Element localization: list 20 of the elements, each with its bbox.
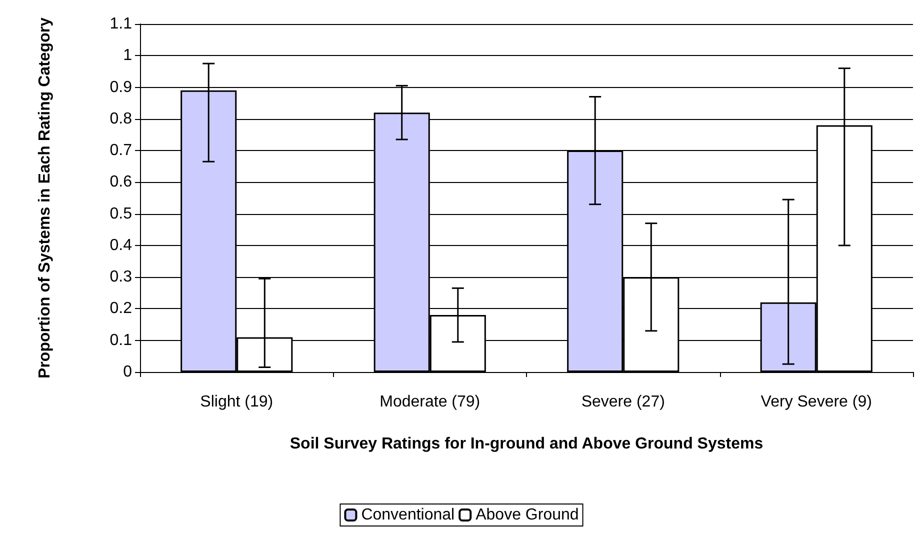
y-tick-label: 0.2 [110,300,132,318]
y-tick-label: 0.8 [110,110,132,128]
y-tick-label: 1 [123,47,132,64]
y-tick-label: 0.1 [110,332,132,349]
x-tick-label: Slight (19) [200,394,274,410]
y-tick-label: 0.4 [110,236,132,254]
y-tick-label: 0.9 [110,78,132,96]
y-tick-label: 0 [123,364,132,380]
y-tick-label: 0.3 [110,268,132,286]
x-tick-label: Very Severe (9) [760,394,872,410]
y-tick-label: 1.1 [110,16,132,32]
x-tick-label: Severe (27) [581,394,665,410]
y-tick-label: 0.6 [110,174,132,191]
legend-label: Above Ground [476,506,579,524]
y-tick-label: 0.7 [110,142,132,160]
x-tick-label: Moderate (79) [380,394,480,410]
legend-label: Conventional [361,506,455,524]
y-tick-label: 0.5 [110,205,132,222]
x-axis-title: Soil Survey Ratings for In-ground and Above Ground Systems [290,436,764,452]
y-axis-title: Proportion of Systems in Each Rating Category [36,17,54,378]
